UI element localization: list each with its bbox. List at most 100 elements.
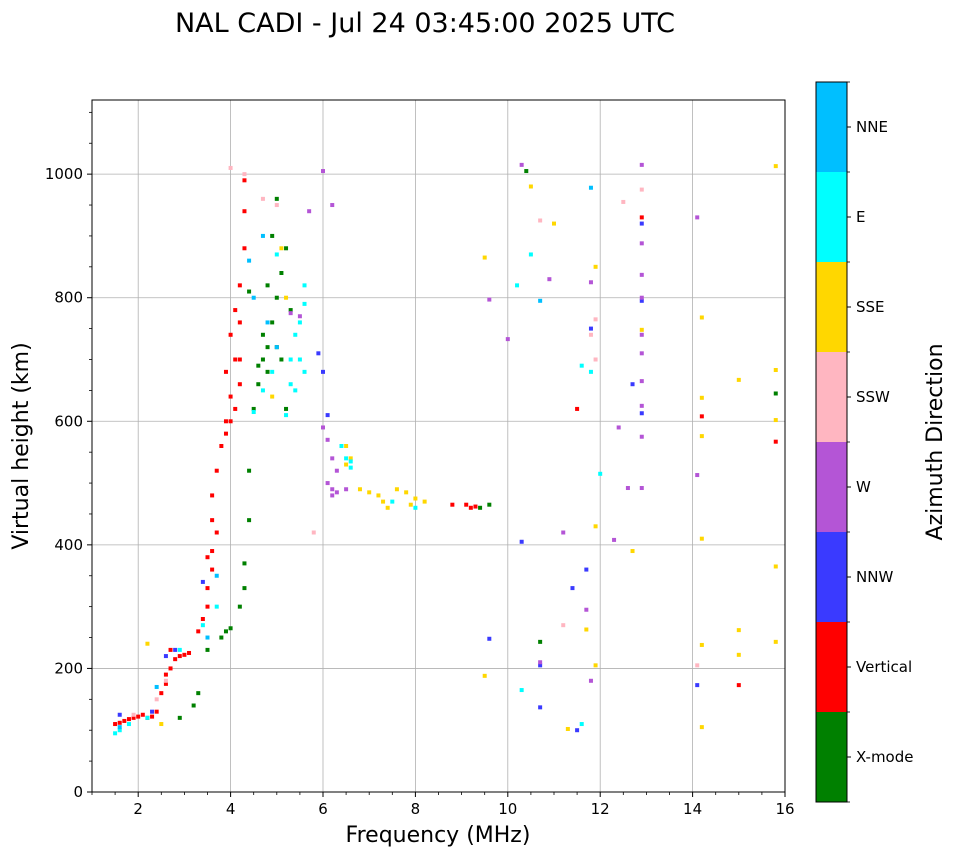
data-point-x-mode xyxy=(247,518,252,523)
data-point-ssw xyxy=(621,199,626,204)
data-point-x-mode xyxy=(260,332,265,337)
data-point-sse xyxy=(270,394,275,399)
data-point-nnw xyxy=(639,221,644,226)
data-point-e xyxy=(302,301,307,306)
data-point-ssw xyxy=(260,196,265,201)
y-axis-label: Virtual height (km) xyxy=(9,342,34,549)
data-point-sse xyxy=(344,444,349,448)
data-point-x-mode xyxy=(256,363,261,368)
data-point-nnw xyxy=(639,298,644,303)
data-point-vertical xyxy=(159,691,164,696)
data-point-x-mode xyxy=(279,271,284,275)
data-point-x-mode xyxy=(260,357,265,362)
data-point-e xyxy=(177,647,182,652)
colorbar-tick-label: NNW xyxy=(856,568,893,586)
data-point-vertical xyxy=(464,502,469,507)
data-point-x-mode xyxy=(242,561,247,566)
data-point-e xyxy=(270,369,275,374)
data-point-w xyxy=(334,468,339,473)
data-point-w xyxy=(325,481,330,486)
data-point-nnw xyxy=(575,728,580,733)
data-point-e xyxy=(117,728,122,733)
data-point-vertical xyxy=(473,504,478,509)
x-tick-label: 2 xyxy=(133,800,143,818)
colorbar-segment-e xyxy=(816,172,847,262)
data-point-nne xyxy=(214,573,219,578)
data-point-e xyxy=(519,688,524,693)
x-tick-label: 10 xyxy=(498,800,517,818)
data-point-x-mode xyxy=(247,289,252,294)
data-point-vertical xyxy=(200,617,205,621)
data-point-w xyxy=(344,487,349,492)
data-point-vertical xyxy=(182,652,187,657)
data-point-x-mode xyxy=(223,629,228,634)
colorbar-tick-label: SSW xyxy=(856,388,890,406)
data-point-e xyxy=(348,465,353,470)
data-point-sse xyxy=(344,462,349,467)
data-point-w xyxy=(588,280,593,285)
data-point-w xyxy=(612,537,617,542)
data-point-vertical xyxy=(187,650,192,655)
data-point-e xyxy=(413,505,418,510)
data-point-x-mode xyxy=(237,604,242,609)
data-point-ssw xyxy=(593,357,598,362)
data-point-nne xyxy=(205,635,210,640)
data-point-e xyxy=(284,413,289,418)
data-point-nne xyxy=(154,684,159,689)
data-point-x-mode xyxy=(242,586,247,591)
data-point-vertical xyxy=(210,549,215,554)
y-tick-label: 200 xyxy=(54,659,83,677)
data-point-vertical xyxy=(177,654,182,659)
data-point-nnw xyxy=(639,411,644,416)
data-point-e xyxy=(390,499,395,504)
data-point-e xyxy=(113,731,118,736)
data-point-nnw xyxy=(117,712,122,717)
data-point-x-mode xyxy=(478,505,483,510)
colorbar-segment-sse xyxy=(816,262,847,352)
data-point-nne xyxy=(251,295,256,300)
data-point-vertical xyxy=(736,683,741,688)
data-point-nnw xyxy=(173,647,178,652)
data-point-vertical xyxy=(150,714,155,719)
data-point-w xyxy=(695,473,700,478)
data-point-sse xyxy=(367,490,372,495)
data-point-x-mode xyxy=(265,345,270,350)
data-point-vertical xyxy=(242,209,247,214)
data-point-sse xyxy=(482,255,487,260)
data-point-nnw xyxy=(588,326,593,331)
data-point-w xyxy=(330,456,335,461)
data-point-e xyxy=(579,722,584,727)
data-point-ssw xyxy=(593,317,598,322)
data-point-nnw xyxy=(321,369,325,374)
data-point-nne xyxy=(247,258,252,263)
y-tick-label: 600 xyxy=(54,412,83,430)
colorbar: X-mode Vertical NNW W SSW SSE E NNE xyxy=(815,81,913,803)
data-point-nne xyxy=(260,233,265,238)
data-point-x-mode xyxy=(487,502,492,507)
data-point-ssw xyxy=(695,663,700,668)
data-point-vertical xyxy=(228,332,233,337)
data-point-e xyxy=(145,715,150,720)
data-point-nnw xyxy=(630,382,635,387)
colorbar-tick-label: Vertical xyxy=(856,658,912,676)
data-point-x-mode xyxy=(270,320,275,325)
data-point-sse xyxy=(773,639,778,644)
data-point-vertical xyxy=(205,586,210,591)
data-point-x-mode xyxy=(228,626,233,631)
data-point-vertical xyxy=(210,567,215,572)
data-point-vertical xyxy=(163,681,168,686)
data-point-e xyxy=(344,456,349,461)
data-point-nnw xyxy=(519,539,524,544)
data-point-sse xyxy=(482,673,487,678)
data-point-w xyxy=(561,530,566,535)
colorbar-label: Azimuth Direction xyxy=(923,343,948,540)
data-point-e xyxy=(515,283,520,288)
data-point-e xyxy=(579,363,584,368)
data-point-e xyxy=(288,357,293,362)
data-point-w xyxy=(297,314,302,319)
data-point-sse xyxy=(348,456,353,461)
data-point-vertical xyxy=(117,720,122,725)
data-point-w xyxy=(330,203,335,208)
data-point-vertical xyxy=(233,357,238,362)
data-point-x-mode xyxy=(265,369,270,374)
